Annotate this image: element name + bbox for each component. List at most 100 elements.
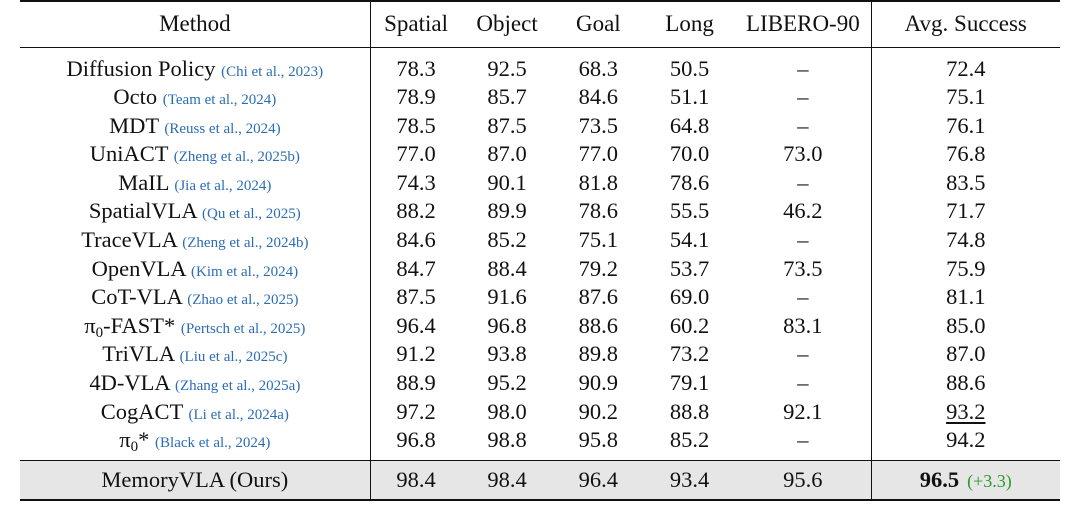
header-avg-success: Avg. Success (871, 0, 1060, 48)
libero90-cell: – (735, 225, 872, 255)
long-cell: 53.7 (669, 255, 710, 281)
results-table: Method Spatial Object Goal Long LIBERO-9… (20, 0, 1060, 502)
libero90-cell: – (735, 111, 872, 141)
method-name: TriVLA (102, 341, 174, 367)
header-object: Object (461, 0, 553, 48)
spatial-cell: 78.3 (396, 56, 436, 81)
long-cell: 85.2 (669, 426, 710, 452)
table-row: MDT (Reuss et al., 2024) 78.5 87.5 73.5 64.8… (20, 111, 1060, 141)
long-cell: 51.1 (669, 84, 710, 110)
header-row: Method Spatial Object Goal Long LIBERO-9… (20, 0, 1060, 48)
citation-link[interactable]: (Jia et al., 2024) (174, 177, 272, 194)
long-cell: 64.8 (669, 112, 710, 138)
libero90-cell: – (735, 426, 872, 461)
avg-cell: 85.0 (946, 312, 986, 338)
object-cell: 93.8 (487, 341, 527, 367)
long-cell: 50.5 (669, 56, 710, 81)
object-cell: 91.6 (487, 284, 527, 310)
method-cell: UniACT (Zheng et al., 2025b) (20, 140, 371, 169)
avg-underlined-value: 93.2 (946, 398, 986, 424)
goal-cell: 84.6 (578, 84, 619, 110)
goal-cell: 68.3 (578, 56, 619, 81)
long-cell: 69.0 (669, 284, 710, 310)
long-cell: 79.1 (669, 369, 710, 395)
goal-cell: 79.2 (578, 255, 619, 281)
method-cell: Octo (Team et al., 2024) (20, 83, 371, 112)
table-row: CoT-VLA (Zhao et al., 2025) 87.5 91.6 87.6 6… (20, 283, 1060, 312)
ours-avg: 96.5 (919, 466, 960, 492)
libero90-cell: 73.5 (735, 254, 872, 284)
method-cell: π0* (Black et al., 2024) (20, 426, 371, 461)
citation-link[interactable]: (Qu et al., 2025) (202, 206, 301, 223)
goal-cell: 73.5 (578, 112, 619, 138)
method-name-subscript: 0 (95, 324, 104, 341)
goal-cell: 90.2 (578, 398, 619, 424)
method-name-suffix: * (138, 426, 150, 452)
table-body: Diffusion Policy (Chi et al., 2023) 78.3 9… (20, 47, 1060, 461)
goal-cell: 78.6 (578, 198, 619, 224)
method-name: MaIL (118, 169, 169, 195)
citation-link[interactable]: (Zheng et al., 2025b) (173, 149, 300, 166)
spatial-cell: 91.2 (396, 341, 436, 367)
citation-link[interactable]: (Team et al., 2024) (162, 92, 277, 109)
ours-gain: (+3.3) (967, 470, 1012, 491)
goal-cell: 90.9 (578, 369, 619, 395)
avg-cell: 76.8 (946, 141, 986, 167)
libero90-cell: – (735, 47, 872, 83)
object-cell: 92.5 (487, 56, 527, 81)
citation-link[interactable]: (Kim et al., 2024) (191, 263, 299, 280)
goal-cell: 75.1 (578, 227, 619, 253)
avg-cell: 88.6 (946, 369, 986, 395)
object-cell: 88.4 (487, 255, 527, 281)
table-row: π0* (Black et al., 2024) 96.8 98.8 95.8 85.2… (20, 426, 1060, 461)
citation-link[interactable]: (Zhang et al., 2025a) (174, 377, 301, 394)
object-cell: 87.5 (487, 112, 527, 138)
ours-object: 98.4 (461, 459, 553, 502)
avg-cell: 94.2 (946, 426, 986, 452)
citation-link[interactable]: (Reuss et al., 2024) (164, 120, 281, 137)
citation-link[interactable]: (Zhao et al., 2025) (187, 292, 299, 309)
goal-cell: 87.6 (578, 284, 619, 310)
method-name: TraceVLA (81, 227, 177, 253)
table-row: UniACT (Zheng et al., 2025b) 77.0 87.0 77.0… (20, 140, 1060, 169)
header-method: Method (20, 0, 371, 48)
spatial-cell: 96.4 (396, 312, 436, 338)
avg-cell: 74.8 (946, 227, 986, 253)
ours-goal: 96.4 (552, 459, 644, 502)
object-cell: 96.8 (487, 312, 527, 338)
object-cell: 87.0 (487, 141, 527, 167)
citation-link[interactable]: (Black et al., 2024) (155, 434, 271, 451)
spatial-cell: 88.9 (396, 369, 436, 395)
method-name-subscript: 0 (130, 438, 139, 455)
header-long: Long (643, 0, 736, 48)
citation-link[interactable]: (Chi et al., 2023) (221, 64, 324, 80)
citation-link[interactable]: (Zheng et al., 2024b) (182, 235, 309, 252)
table-row: Diffusion Policy (Chi et al., 2023) 78.3 9… (20, 47, 1060, 83)
method-name: OpenVLA (91, 255, 186, 281)
goal-cell: 81.8 (578, 169, 619, 195)
method-cell: MaIL (Jia et al., 2024) (20, 168, 371, 198)
object-cell: 90.1 (487, 169, 527, 195)
citation-link[interactable]: (Li et al., 2024a) (188, 406, 289, 423)
method-name: π (84, 312, 96, 338)
table-row: SpatialVLA (Qu et al., 2025) 88.2 89.9 78.6… (20, 197, 1060, 226)
citation-link[interactable]: (Pertsch et al., 2025) (180, 320, 306, 337)
libero90-cell: – (735, 368, 872, 398)
ours-avg-cell: 96.5 (+3.3) (871, 459, 1060, 502)
spatial-cell: 97.2 (396, 398, 436, 424)
object-cell: 89.9 (487, 198, 527, 224)
ours-method-name: MemoryVLA (Ours) (101, 466, 289, 492)
long-cell: 73.2 (669, 341, 710, 367)
spatial-cell: 74.3 (396, 169, 436, 195)
ours-row: MemoryVLA (Ours) 98.4 98.4 96.4 93.4 95.… (20, 459, 1060, 502)
avg-cell: 87.0 (946, 341, 986, 367)
table-row: 4D-VLA (Zhang et al., 2025a) 88.9 95.2 90.9… (20, 368, 1060, 398)
method-name: UniACT (89, 141, 169, 167)
method-name: Diffusion Policy (66, 56, 216, 81)
libero90-cell: – (735, 340, 872, 369)
libero90-cell: 83.1 (735, 311, 872, 341)
object-cell: 98.0 (487, 398, 527, 424)
citation-link[interactable]: (Liu et al., 2025c) (179, 349, 288, 366)
libero90-cell: – (735, 168, 872, 198)
method-name: π (119, 426, 131, 452)
